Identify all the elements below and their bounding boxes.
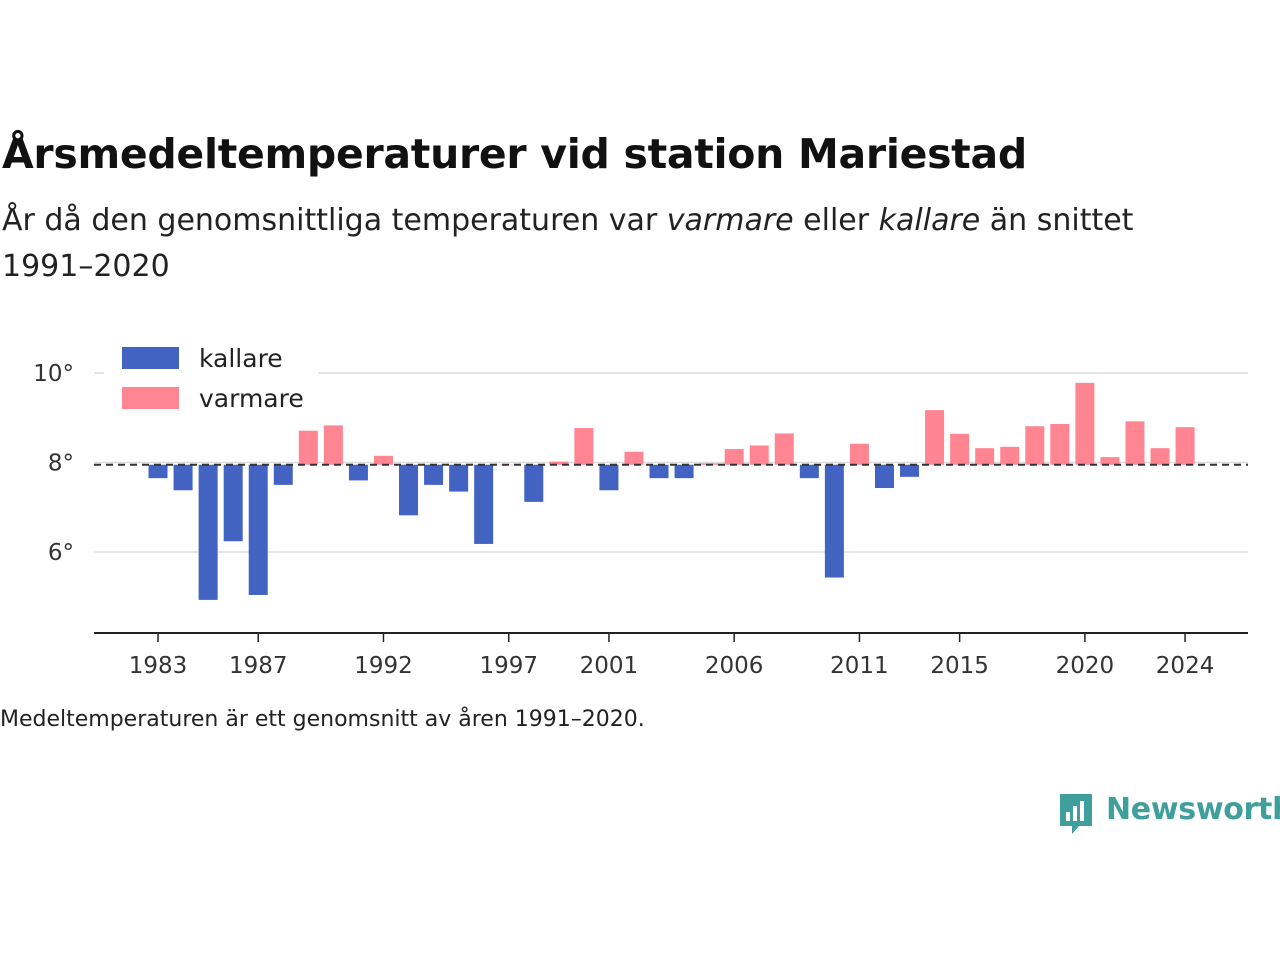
subtitle-text: År då den genomsnittliga temperaturen va… [2,203,667,238]
bar-kallare [198,464,218,600]
legend-label-varmare: varmare [199,384,304,413]
x-tick-label: 2006 [705,653,764,679]
bar-varmare [925,410,945,465]
y-tick-label: 6° [48,540,74,566]
bar-kallare [273,464,293,485]
legend-label-kallare: kallare [199,344,283,373]
x-tick-label: 1997 [479,653,538,679]
legend-swatch-varmare [122,387,179,409]
subtitle-cold-word: kallare [878,203,981,238]
bar-kallare [173,464,193,491]
subtitle-text: eller [793,203,879,238]
bars [148,382,1195,600]
y-tick-label: 8° [48,451,74,477]
brand-name: Newsworthy [1106,792,1280,827]
bar-kallare [449,464,469,492]
bar-varmare [1100,457,1120,465]
bar-varmare [724,449,744,465]
bar-varmare [298,430,318,465]
bar-kallare [649,464,669,479]
bar-varmare [975,448,995,465]
bar-varmare [1050,424,1070,465]
bar-kallare [799,464,819,479]
legend: kallare varmare [104,336,318,422]
bar-varmare [1150,448,1170,465]
bar-varmare [950,433,970,465]
bar-varmare [1000,446,1020,465]
bar-varmare [1125,421,1145,465]
bar-varmare [774,433,794,465]
x-tick-label: 2001 [580,653,639,679]
x-tick-label: 1987 [229,653,288,679]
chart-title: Årsmedeltemperaturer vid station Mariest… [2,130,1027,178]
bar-varmare [1075,382,1095,465]
x-tick-label: 1983 [129,653,188,679]
bar-varmare [749,445,769,465]
bar-kallare [874,464,894,489]
subtitle-text: än snittet 1991–2020 [2,203,1134,284]
bar-varmare [574,428,594,465]
chart-caption: Medeltemperaturen är ett genomsnitt av å… [0,707,645,732]
bar-varmare [323,425,343,465]
bar-kallare [148,464,168,479]
bar-kallare [824,464,844,578]
x-tick-label: 1992 [354,653,413,679]
bar-kallare [900,464,920,477]
bar-kallare [524,464,544,502]
chart-subtitle: År då den genomsnittliga temperaturen va… [2,198,1222,290]
x-tick-label: 2020 [1056,653,1115,679]
bar-kallare [474,464,494,544]
x-tick-label: 2015 [930,653,989,679]
y-tick-label: 10° [33,361,74,387]
bar-kallare [248,464,268,595]
bar-kallare [399,464,419,516]
bar-varmare [373,455,393,465]
bar-kallare [348,464,368,481]
bar-varmare [1025,426,1045,465]
bar-kallare [599,464,619,491]
bar-varmare [549,461,569,465]
newsworthy-logo-icon [1060,794,1092,834]
axes: 6° 8° 10° 1983 1987 1992 1997 2001 2006 2011 2015 2… [33,361,1248,679]
subtitle-warm-word: varmare [666,203,794,238]
bar-varmare [1175,427,1195,465]
temperature-bar-chart: 6° 8° 10° 1983 1987 1992 1997 2001 2006 2011 2015 2… [33,336,1248,679]
legend-swatch-kallare [122,347,179,369]
bar-kallare [674,464,694,479]
bar-kallare [424,464,444,485]
x-tick-label: 2024 [1156,653,1215,679]
bar-varmare [849,443,869,465]
bar-kallare [223,464,243,542]
x-tick-label: 2011 [830,653,889,679]
bar-varmare [624,451,644,465]
